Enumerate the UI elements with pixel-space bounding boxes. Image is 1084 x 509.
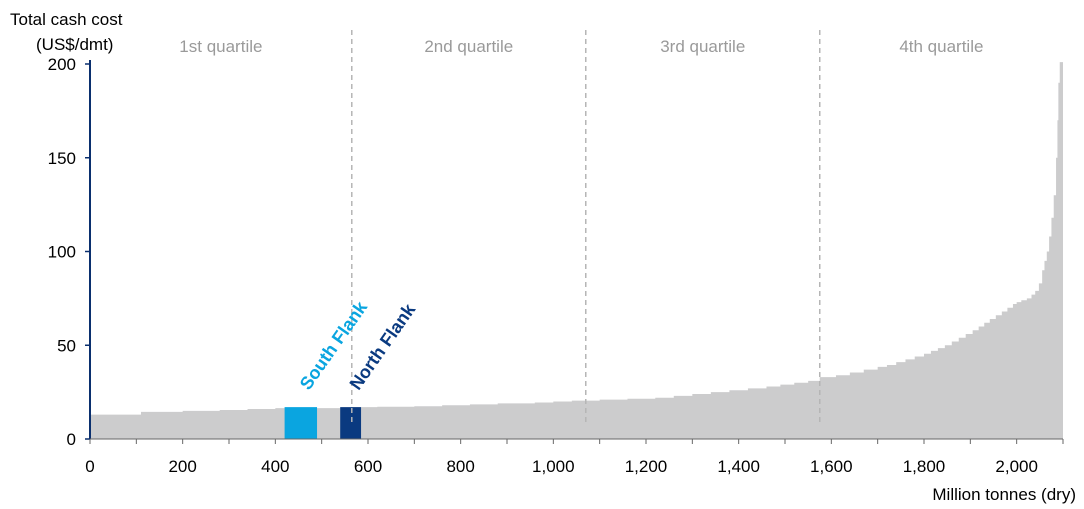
axes (89, 60, 1063, 440)
highlight-bar-1 (284, 407, 318, 439)
quartile-label-2: 2nd quartile (424, 37, 513, 56)
x-tick-label: 1,200 (625, 457, 668, 476)
y-tick-label: 150 (48, 149, 76, 168)
x-tick-label: 1,000 (532, 457, 575, 476)
y-axis-title-line2: (US$/dmt) (36, 35, 113, 54)
x-tick-label: 2,000 (995, 457, 1038, 476)
highlight-bar-2 (340, 407, 362, 439)
y-tick-label: 100 (48, 243, 76, 262)
x-tick-label: 400 (261, 457, 289, 476)
y-tick-label: 200 (48, 55, 76, 74)
x-axis-title: Million tonnes (dry) (932, 485, 1076, 504)
x-tick-label: 1,400 (717, 457, 760, 476)
quartile-label-1: 1st quartile (179, 37, 262, 56)
quartile-labels: 1st quartile 2nd quartile 3rd quartile 4th … (179, 37, 983, 56)
cost-curve-area (90, 62, 1063, 439)
y-axis-ticks: 0 50 100 150 200 (48, 55, 90, 449)
plot-area (90, 30, 1063, 439)
x-tick-label: 0 (85, 457, 94, 476)
quartile-label-3: 3rd quartile (660, 37, 745, 56)
x-axis-ticks: 0 200 400 600 800 1,000 1,200 1,400 1,600 1,800 2,… (85, 439, 1064, 476)
y-tick-label: 50 (57, 336, 76, 355)
x-tick-label: 600 (354, 457, 382, 476)
x-tick-label: 1,600 (810, 457, 853, 476)
y-tick-label: 0 (67, 430, 76, 449)
y-axis-title-line1: Total cash cost (10, 10, 123, 29)
x-tick-label: 200 (168, 457, 196, 476)
highlight-bars (284, 407, 362, 439)
x-tick-label: 1,800 (903, 457, 946, 476)
quartile-dividers (351, 30, 821, 424)
x-tick-label: 800 (446, 457, 474, 476)
quartile-label-4: 4th quartile (899, 37, 983, 56)
